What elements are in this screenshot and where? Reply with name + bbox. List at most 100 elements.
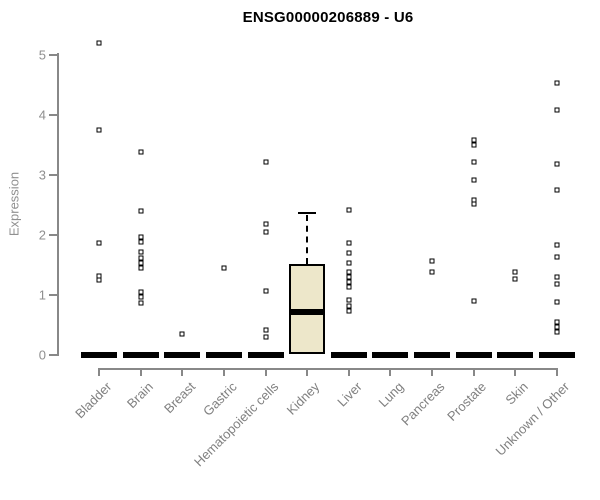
y-tick: [49, 294, 57, 296]
outlier-point: [471, 177, 477, 183]
x-tick: [181, 368, 184, 376]
x-tick: [306, 368, 309, 376]
y-tick-label: 5: [38, 47, 46, 63]
y-tick: [49, 174, 57, 176]
x-tick: [347, 368, 350, 376]
chart-title: ENSG00000206889 - U6: [242, 9, 414, 26]
median-line: [290, 308, 325, 315]
outlier-point: [346, 284, 352, 290]
x-tick-label: Bladder: [72, 379, 115, 422]
outlier-point: [554, 329, 560, 335]
x-tick-label: Gastric: [199, 379, 240, 419]
zero-bar: [205, 352, 242, 358]
outlier-point: [471, 142, 477, 148]
outlier-point: [471, 137, 477, 143]
x-tick-label: Prostate: [444, 379, 490, 424]
y-axis-line: [57, 53, 59, 356]
outlier-point: [263, 159, 269, 165]
y-tick-label: 2: [38, 227, 46, 243]
x-tick-label: Unknown / Other: [493, 379, 573, 459]
y-tick-label: 0: [38, 347, 46, 363]
outlier-point: [554, 281, 560, 287]
x-tick-label: Pancreas: [398, 379, 448, 429]
outlier-point: [263, 229, 269, 235]
zero-bar: [122, 352, 159, 358]
y-tick: [49, 114, 57, 116]
outlier-point: [346, 260, 352, 266]
x-tick-label: Liver: [333, 379, 365, 410]
zero-bar: [497, 352, 534, 358]
outlier-point: [512, 276, 518, 282]
outlier-point: [554, 274, 560, 280]
outlier-point: [554, 299, 560, 305]
outlier-point: [471, 298, 477, 304]
outlier-point: [221, 265, 227, 271]
zero-bar: [414, 352, 451, 358]
outlier-point: [138, 249, 144, 255]
whisker-cap: [298, 211, 317, 214]
outlier-point: [346, 250, 352, 256]
outlier-point: [96, 277, 102, 283]
x-tick: [139, 368, 142, 376]
x-tick: [98, 368, 100, 376]
outlier-point: [554, 254, 560, 260]
zero-bar: [539, 352, 575, 358]
outlier-point: [96, 127, 102, 133]
y-tick: [49, 54, 57, 56]
outlier-point: [263, 221, 269, 227]
outlier-point: [429, 269, 435, 275]
x-tick-label: Skin: [502, 379, 531, 408]
x-tick-label: Brain: [124, 379, 157, 412]
outlier-point: [429, 258, 435, 264]
outlier-point: [138, 265, 144, 271]
outlier-point: [263, 288, 269, 294]
x-tick-label: Kidney: [284, 379, 323, 418]
outlier-point: [471, 201, 477, 207]
outlier-point: [554, 161, 560, 167]
y-tick-label: 4: [38, 107, 46, 123]
y-tick-label: 3: [38, 167, 46, 183]
outlier-point: [554, 187, 560, 193]
outlier-point: [471, 159, 477, 165]
outlier-point: [138, 239, 144, 245]
x-axis-line: [98, 368, 558, 370]
outlier-point: [554, 319, 560, 325]
outlier-point: [138, 300, 144, 306]
zero-bar: [247, 352, 284, 358]
outlier-point: [138, 289, 144, 295]
x-tick: [431, 368, 434, 376]
outlier-point: [179, 331, 185, 337]
outlier-point: [554, 80, 560, 86]
outlier-point: [263, 334, 269, 340]
x-tick: [389, 368, 392, 376]
outlier-point: [138, 208, 144, 214]
outlier-point: [346, 269, 352, 275]
x-tick: [264, 368, 267, 376]
outlier-point: [346, 303, 352, 309]
y-tick: [49, 354, 57, 356]
outlier-point: [96, 240, 102, 246]
outlier-point: [138, 234, 144, 240]
x-tick: [222, 368, 225, 376]
outlier-point: [512, 269, 518, 275]
x-tick-label: Lung: [375, 379, 407, 411]
outlier-point: [138, 294, 144, 300]
outlier-point: [346, 297, 352, 303]
outlier-point: [554, 242, 560, 248]
zero-bar: [330, 352, 367, 358]
zero-bar: [372, 352, 409, 358]
outlier-point: [346, 207, 352, 213]
outlier-point: [346, 274, 352, 280]
outlier-point: [96, 40, 102, 46]
zero-bar: [81, 352, 117, 358]
whisker-line: [306, 214, 309, 264]
x-tick-label: Breast: [160, 379, 198, 417]
zero-bar: [455, 352, 492, 358]
x-tick: [514, 368, 517, 376]
x-tick: [472, 368, 475, 376]
outlier-point: [263, 327, 269, 333]
outlier-point: [554, 107, 560, 113]
y-tick-label: 1: [38, 287, 46, 303]
outlier-point: [346, 308, 352, 314]
